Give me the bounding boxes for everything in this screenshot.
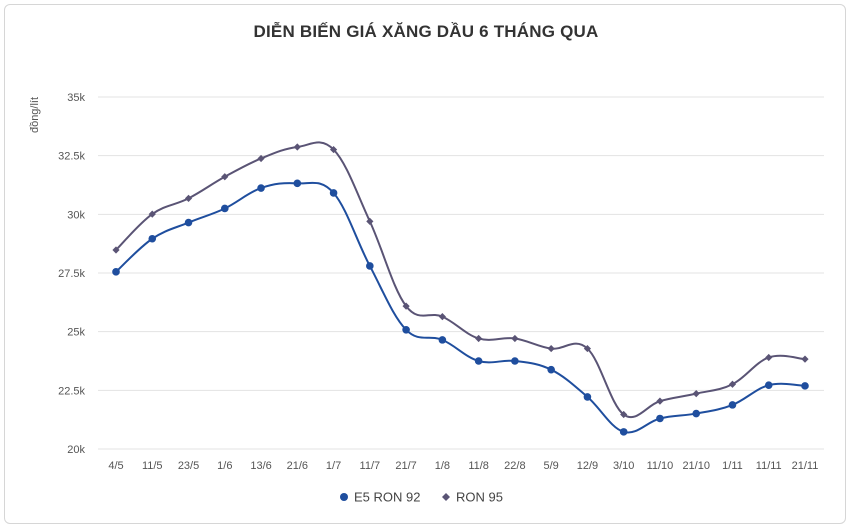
x-tick-labels: 4/5 11/5 23/5 1/6 13/6 21/6 1/7 11/7 21/7 1/8 11/8… xyxy=(108,460,818,472)
legend-item: E5 RON 92 xyxy=(340,490,420,505)
y-tick-label: 30k xyxy=(67,209,85,221)
legend: E5 RON 92 RON 95 xyxy=(340,490,503,505)
data-point xyxy=(366,217,374,225)
data-point xyxy=(366,262,374,270)
series-line xyxy=(115,181,806,434)
series-e5-ron-92 xyxy=(112,179,809,436)
x-tick-label: 11/8 xyxy=(468,460,489,472)
data-point xyxy=(474,357,483,365)
y-tick-label: 27.5k xyxy=(58,268,85,280)
data-point xyxy=(511,334,519,343)
data-point xyxy=(221,173,229,181)
data-point xyxy=(547,344,555,353)
data-point xyxy=(257,184,265,192)
data-point xyxy=(728,401,737,409)
y-tick-labels: 20k 22.5k 25k 27.5k 30k 32.5k 35k xyxy=(58,92,85,456)
data-point xyxy=(620,410,628,419)
series-line xyxy=(115,141,806,418)
legend-marker xyxy=(340,493,348,501)
x-tick-label: 11/11 xyxy=(756,460,782,472)
x-tick-label: 21/10 xyxy=(682,460,710,472)
series-group xyxy=(112,141,809,436)
x-tick-label: 1/8 xyxy=(435,460,450,472)
x-tick-label: 5/9 xyxy=(544,460,559,472)
data-point xyxy=(438,336,447,344)
legend-item: RON 95 xyxy=(442,490,503,505)
x-tick-label: 23/5 xyxy=(178,460,199,472)
x-tick-label: 21/7 xyxy=(395,460,416,472)
data-point xyxy=(402,302,410,310)
x-tick-label: 22/8 xyxy=(504,460,525,472)
y-tick-label: 20k xyxy=(67,444,85,456)
y-axis-label: đồng/lít xyxy=(29,97,41,133)
legend-label: RON 95 xyxy=(456,490,503,505)
data-point xyxy=(619,428,628,436)
x-tick-label: 3/10 xyxy=(613,460,634,472)
data-point xyxy=(329,189,338,197)
legend-label: E5 RON 92 xyxy=(354,490,420,505)
data-point xyxy=(184,218,193,227)
x-tick-label: 11/10 xyxy=(647,460,674,472)
data-point xyxy=(112,268,120,276)
data-point xyxy=(801,355,809,363)
data-point xyxy=(438,313,446,321)
data-point xyxy=(583,393,592,401)
x-tick-label: 11/7 xyxy=(360,460,381,472)
y-tick-label: 35k xyxy=(67,92,85,104)
x-tick-label: 12/9 xyxy=(577,460,598,472)
data-point xyxy=(184,194,193,202)
data-point xyxy=(329,145,338,154)
chart-frame xyxy=(4,4,846,524)
x-tick-label: 1/11 xyxy=(722,460,743,472)
data-point xyxy=(764,381,773,389)
data-point xyxy=(112,246,120,254)
data-point xyxy=(728,380,737,388)
data-point xyxy=(692,390,700,398)
data-point xyxy=(765,353,773,362)
series-ron-95 xyxy=(112,141,809,419)
data-point xyxy=(293,143,301,151)
legend-marker xyxy=(442,493,450,501)
y-tick-label: 22.5k xyxy=(58,385,85,397)
data-point xyxy=(402,325,410,334)
data-point xyxy=(656,397,664,405)
chart-title: DIỄN BIẾN GIÁ XĂNG DẦU 6 THÁNG QUA xyxy=(253,22,599,41)
y-tick-label: 25k xyxy=(67,327,85,339)
data-point xyxy=(475,334,483,343)
data-point xyxy=(148,234,157,243)
y-tick-label: 32.5k xyxy=(58,151,85,163)
data-point xyxy=(511,357,519,365)
data-point xyxy=(583,344,592,353)
data-point xyxy=(293,179,302,188)
x-tick-label: 11/5 xyxy=(142,460,163,472)
data-point xyxy=(220,204,229,213)
x-tick-label: 4/5 xyxy=(108,460,123,472)
data-point xyxy=(656,414,664,423)
data-point xyxy=(801,382,809,390)
grid-lines xyxy=(98,96,824,450)
x-tick-label: 21/6 xyxy=(287,460,308,472)
data-point xyxy=(692,409,701,418)
x-tick-label: 1/7 xyxy=(326,460,341,472)
x-tick-label: 1/6 xyxy=(217,460,232,472)
x-tick-label: 13/6 xyxy=(250,460,271,472)
data-point xyxy=(257,154,265,163)
x-tick-label: 21/11 xyxy=(792,460,819,472)
data-point xyxy=(148,210,156,218)
data-point xyxy=(547,365,555,374)
